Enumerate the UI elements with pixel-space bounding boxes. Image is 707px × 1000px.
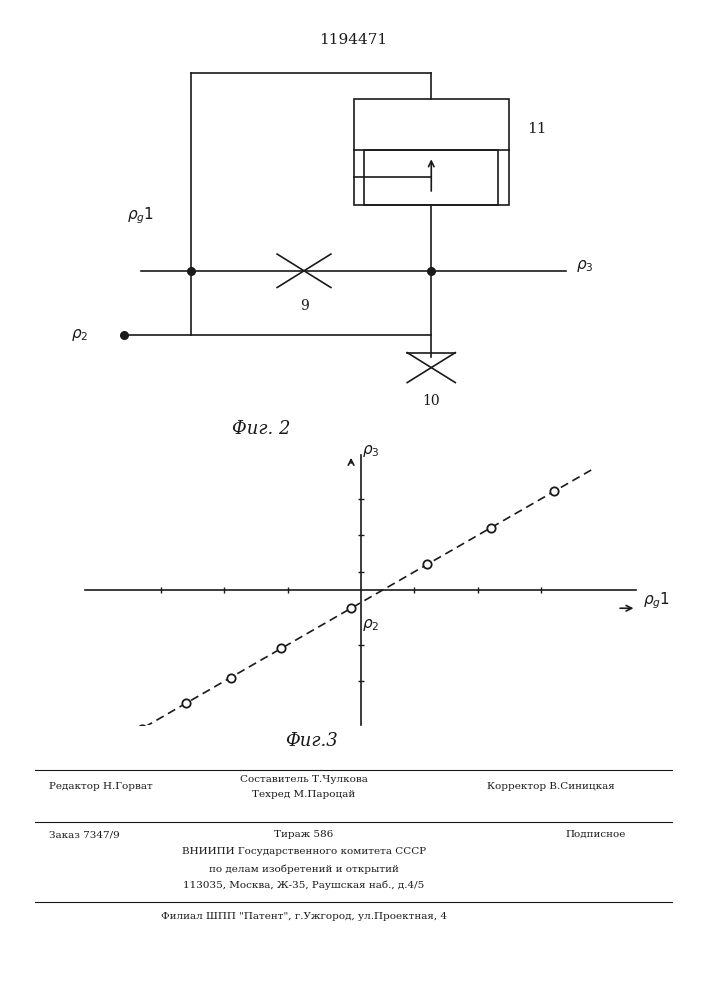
Text: 10: 10	[423, 394, 440, 408]
Text: Составитель Т.Чулкова: Составитель Т.Чулкова	[240, 775, 368, 784]
Bar	[354, 99, 509, 205]
Text: ВНИИПИ Государственного комитета СССР: ВНИИПИ Государственного комитета СССР	[182, 847, 426, 856]
Text: Техред М.Пароцай: Техред М.Пароцай	[252, 790, 356, 799]
Text: по делам изобретений и открытий: по делам изобретений и открытий	[209, 864, 399, 874]
Text: Филиал ШПП "Патент", г.Ужгород, ул.Проектная, 4: Филиал ШПП "Патент", г.Ужгород, ул.Проек…	[161, 912, 447, 921]
Text: $\rho_g 1$: $\rho_g 1$	[127, 206, 154, 226]
Text: Редактор Н.Горват: Редактор Н.Горват	[49, 782, 153, 791]
Text: Корректор В.Синицкая: Корректор В.Синицкая	[487, 782, 615, 791]
Text: $\rho_2$: $\rho_2$	[363, 617, 380, 633]
Text: 9: 9	[300, 299, 308, 313]
Text: $\rho_2$: $\rho_2$	[71, 327, 88, 343]
Text: $\rho_3$: $\rho_3$	[576, 258, 594, 274]
Text: Тираж 586: Тираж 586	[274, 830, 334, 839]
Text: $\rho_g 1$: $\rho_g 1$	[643, 591, 670, 611]
Text: Подписное: Подписное	[566, 830, 626, 839]
Text: $\rho_3$: $\rho_3$	[363, 443, 380, 459]
Text: Φиг.3: Φиг.3	[285, 732, 337, 750]
Text: Φиг. 2: Φиг. 2	[233, 420, 291, 438]
Text: 11: 11	[527, 122, 547, 136]
Text: 1194471: 1194471	[320, 33, 387, 47]
Text: 113035, Москва, Ж-35, Раушская наб., д.4/5: 113035, Москва, Ж-35, Раушская наб., д.4…	[183, 881, 425, 890]
Text: Заказ 7347/9: Заказ 7347/9	[49, 830, 120, 839]
Bar	[364, 150, 498, 205]
